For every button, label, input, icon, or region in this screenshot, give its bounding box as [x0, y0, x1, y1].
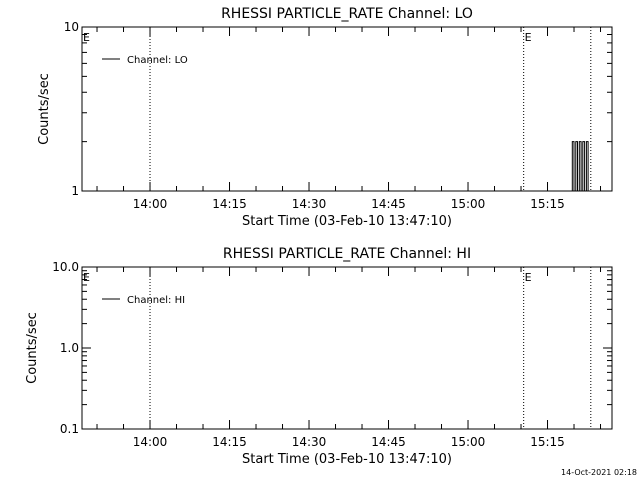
x-axis-label: Start Time (03-Feb-10 13:47:10): [242, 452, 452, 467]
event-marker-label: E: [83, 271, 90, 284]
y-axis-label: Counts/sec: [25, 312, 40, 384]
plot-frame: [81, 26, 613, 192]
series-line: [571, 141, 589, 192]
lo-channel-panel: RHESSI PARTICLE_RATE Channel: LO 1 10 14:00…: [37, 6, 613, 229]
event-marker-label: E: [83, 31, 90, 44]
y-tick-label: 10.0: [52, 260, 79, 274]
x-tick-label: 14:45: [371, 435, 406, 449]
chart-title: RHESSI PARTICLE_RATE Channel: LO: [221, 6, 473, 22]
x-tick-label: 15:15: [530, 197, 565, 211]
y-axis-label: Counts/sec: [37, 73, 52, 145]
y-tick-label: 10: [64, 20, 79, 34]
y-tick-label: 1.0: [60, 341, 79, 355]
chart-title: RHESSI PARTICLE_RATE Channel: HI: [223, 246, 471, 262]
x-tick-label: 14:30: [292, 435, 327, 449]
x-tick-label: 14:15: [212, 435, 247, 449]
plot-frame: [81, 266, 613, 430]
event-marker-label: E: [525, 31, 532, 44]
x-tick-label: 14:30: [292, 197, 327, 211]
x-tick-label: 14:45: [371, 197, 406, 211]
legend-label: Channel: HI: [127, 295, 185, 306]
legend-label: Channel: LO: [127, 55, 188, 66]
x-tick-label: 15:15: [530, 435, 565, 449]
hi-channel-panel: RHESSI PARTICLE_RATE Channel: HI 0.1 1.0 10…: [25, 246, 613, 467]
event-marker-label: E: [525, 271, 532, 284]
plot-timestamp: 14-Oct-2021 02:18: [561, 468, 637, 477]
x-tick-label: 15:00: [451, 435, 486, 449]
y-tick-label: 0.1: [60, 422, 79, 436]
x-tick-label: 15:00: [451, 197, 486, 211]
x-tick-label: 14:00: [133, 197, 168, 211]
x-axis-label: Start Time (03-Feb-10 13:47:10): [242, 214, 452, 229]
y-tick-label: 1: [71, 184, 79, 198]
x-tick-label: 14:00: [133, 435, 168, 449]
x-tick-label: 14:15: [212, 197, 247, 211]
